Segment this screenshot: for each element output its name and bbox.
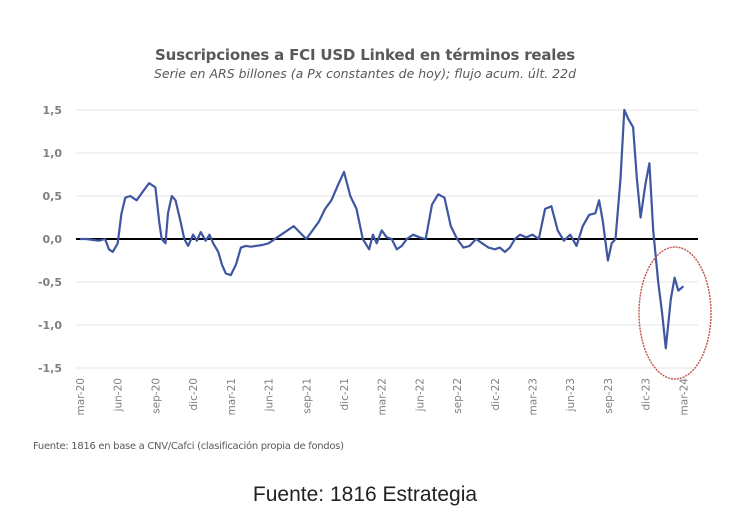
- x-tick-label: dic-21: [339, 378, 351, 411]
- gridlines: [76, 109, 698, 369]
- chart-subtitle: Serie en ARS billones (a Px constantes d…: [153, 66, 577, 81]
- x-tick-label: dic-23: [641, 378, 653, 411]
- y-tick-label: -1,0: [38, 319, 62, 332]
- chart-title: Suscripciones a FCI USD Linked en términ…: [155, 46, 575, 64]
- source-note: Fuente: 1816 en base a CNV/Cafci (clasif…: [33, 441, 344, 452]
- y-tick-label: -0,5: [38, 276, 62, 289]
- highlight-ellipse: [638, 246, 712, 380]
- y-tick-label: -1,5: [38, 362, 62, 375]
- x-tick-label: dic-20: [188, 378, 200, 411]
- x-tick-label: sep-21: [301, 378, 313, 414]
- x-tick-label: mar-23: [528, 378, 540, 415]
- x-tick-label: jun-23: [565, 378, 577, 412]
- x-axis-ticks: mar-20 jun-20 sep-20 dic-20 mar-21 jun-21 sep-…: [75, 378, 690, 416]
- x-tick-label: jun-20: [113, 378, 125, 412]
- x-tick-label: mar-20: [75, 378, 87, 415]
- y-tick-label: 1,5: [43, 104, 63, 117]
- x-tick-label: jun-21: [264, 378, 276, 412]
- x-tick-label: sep-20: [150, 378, 162, 414]
- x-tick-label: mar-21: [226, 378, 238, 415]
- x-tick-label: sep-22: [452, 378, 464, 414]
- y-axis-ticks: 1,5 1,0 0,5 0,0 -0,5 -1,0 -1,5: [38, 104, 62, 375]
- y-tick-label: 1,0: [43, 147, 63, 160]
- x-tick-label: mar-24: [678, 378, 690, 416]
- x-tick-label: dic-22: [490, 378, 502, 411]
- x-tick-label: jun-22: [414, 378, 426, 412]
- image-caption: Fuente: 1816 Estrategia: [252, 483, 478, 506]
- x-tick-label: mar-22: [377, 378, 389, 415]
- data-series-line: [80, 108, 685, 350]
- y-tick-label: 0,5: [43, 190, 63, 203]
- x-tick-label: sep-23: [603, 378, 615, 414]
- y-tick-label: 0,0: [43, 233, 63, 246]
